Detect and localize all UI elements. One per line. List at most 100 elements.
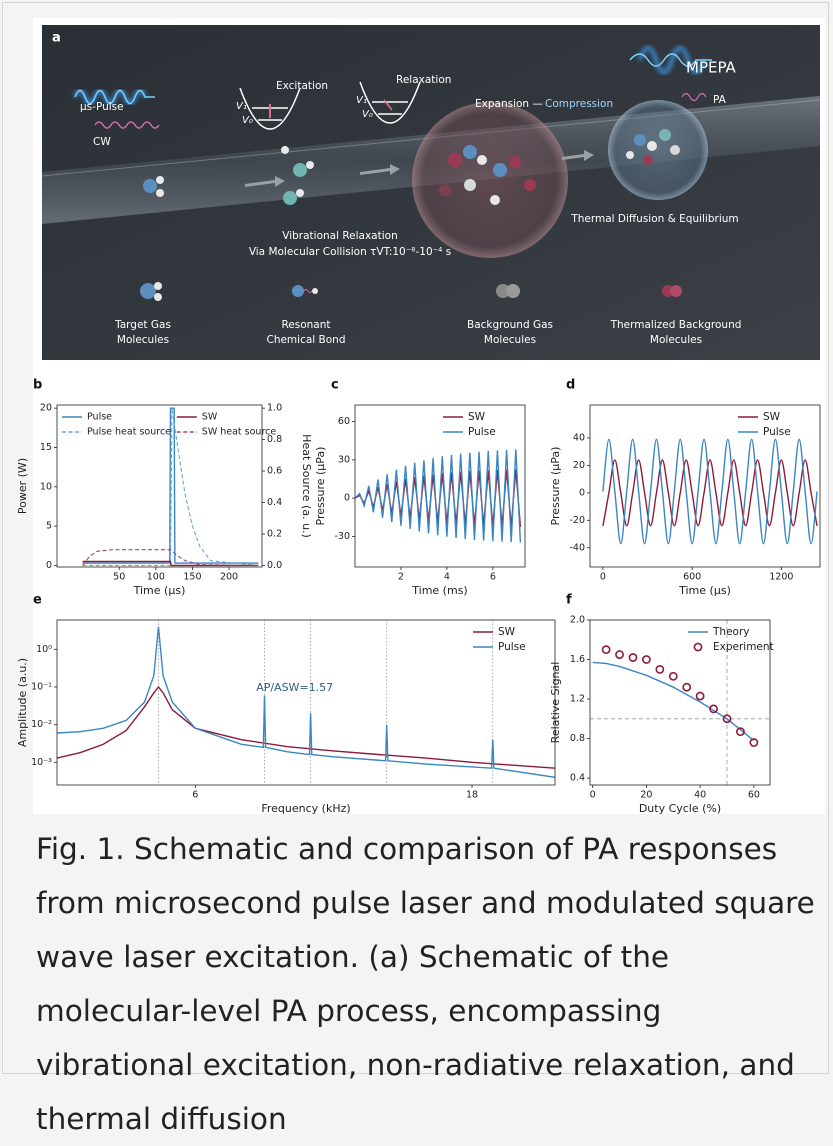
panel-label: d <box>566 378 575 393</box>
x-tick-label: 600 <box>683 572 701 583</box>
x-tick-label: 60 <box>748 790 760 801</box>
y-tick-label: -20 <box>569 515 585 526</box>
y-tick-label: 0 <box>344 493 350 504</box>
relaxation-label: Vibrational Relaxation <box>282 230 398 242</box>
y2-tick-label: 1.0 <box>267 403 282 414</box>
y-tick-label: 0 <box>46 560 52 571</box>
x-tick-label: 0 <box>590 790 596 801</box>
y-tick-label: -40 <box>569 542 585 553</box>
y-tick-label: 10⁻¹ <box>31 681 52 692</box>
y-tick-label: 0.4 <box>570 773 585 784</box>
legend-label: SW <box>498 626 516 638</box>
x-tick-label: 4 <box>444 572 450 583</box>
well-level: V₁ <box>356 95 367 106</box>
pa-label: PA <box>713 94 727 106</box>
x-tick-label: 6 <box>192 790 198 801</box>
diffusion-sphere <box>608 100 708 200</box>
y-tick-label: 5 <box>46 521 52 532</box>
legend-label: Pulse <box>87 412 112 423</box>
x-tick-label: 150 <box>183 572 201 583</box>
panel-label: f <box>566 593 572 608</box>
legend-label: SW <box>468 411 486 423</box>
legend-label: SW <box>202 412 218 423</box>
y2-tick-label: 0.6 <box>267 466 282 477</box>
y-tick-label: 1.2 <box>570 694 585 705</box>
well-label: Relaxation <box>396 74 451 86</box>
y-tick-label: 20 <box>40 403 52 414</box>
diffusion-label: Thermal Diffusion & Equilibrium <box>570 213 738 225</box>
y-tick-label: 0 <box>579 487 585 498</box>
y-axis-label: Amplitude (a.u.) <box>16 658 29 747</box>
y2-tick-label: 0.0 <box>267 560 282 571</box>
figure: a μs-Pulse CW Excitation V₁ V₀ Relaxatio… <box>0 0 833 818</box>
compression-label: Compression <box>545 98 613 110</box>
expansion-sphere <box>412 102 568 258</box>
y-tick-label: 1.6 <box>570 654 585 665</box>
y-tick-label: 40 <box>573 432 585 443</box>
x-tick-label: 20 <box>640 790 652 801</box>
legend-label: Pulse <box>763 426 791 438</box>
y-tick-label: 10 <box>40 481 52 492</box>
legend-label: SW heat source <box>202 427 277 438</box>
panel-label: e <box>33 593 42 608</box>
legend-label: Molecules <box>484 334 536 346</box>
x-axis-label: Time (μs) <box>133 584 186 597</box>
y-tick-label: 10⁻³ <box>31 757 52 768</box>
relaxation-label: Via Molecular Collision τVT:10⁻⁸-10⁻⁴ s <box>249 246 451 258</box>
well-level: V₀ <box>242 115 253 126</box>
cw-label: CW <box>93 136 111 148</box>
x-tick-label: 2 <box>398 572 404 583</box>
annotation: AP/ASW=1.57 <box>256 681 333 694</box>
legend-label: SW <box>763 411 781 423</box>
x-axis-label: Time (μs) <box>678 584 731 597</box>
y-tick-label: 10⁰ <box>36 644 52 655</box>
x-tick-label: 0 <box>600 572 606 583</box>
panel-label: a <box>52 31 61 46</box>
y-axis-label: Relative Signal <box>549 662 562 744</box>
caption: Fig. 1. Schematic and comparison of PA r… <box>36 822 826 1146</box>
y-axis-label: Pressure (μPa) <box>549 447 562 526</box>
x-tick-label: 100 <box>147 572 165 583</box>
well-label: Excitation <box>276 80 328 92</box>
y2-tick-label: 0.4 <box>267 497 282 508</box>
y2-axis-label: Heat Source (a. u.) <box>300 434 313 538</box>
legend-label: Pulse <box>468 426 496 438</box>
legend-label: Thermalized Background <box>610 319 742 331</box>
y-tick-label: 20 <box>573 460 585 471</box>
x-axis-label: Time (ms) <box>411 584 467 597</box>
y-tick-label: 10⁻² <box>31 719 52 730</box>
legend-label: Target Gas <box>114 319 171 331</box>
legend-label: Pulse heat source <box>87 427 171 438</box>
legend-label: Molecules <box>650 334 702 346</box>
legend-label: Resonant <box>281 319 330 331</box>
y-tick-label: 15 <box>40 442 52 453</box>
y-tick-label: 30 <box>338 454 350 465</box>
x-tick-label: 50 <box>113 572 125 583</box>
expansion-label: Expansion — <box>475 98 543 110</box>
y-tick-label: 0.8 <box>570 733 585 744</box>
legend-label: Experiment <box>713 641 774 653</box>
mpepa-label: MPEPA <box>686 59 737 77</box>
well-level: V₀ <box>362 109 373 120</box>
y-axis-label: Pressure (μPa) <box>314 447 327 526</box>
page: { "schematic": { "panel": "a", "pulse": … <box>0 0 833 1078</box>
legend-label: Background Gas <box>467 319 553 331</box>
y2-tick-label: 0.2 <box>267 528 282 539</box>
x-axis-label: Frequency (kHz) <box>261 802 350 815</box>
x-axis-label: Duty Cycle (%) <box>639 802 721 815</box>
panel-label: b <box>33 378 42 393</box>
pulse-label: μs-Pulse <box>80 101 124 113</box>
legend-label: Chemical Bond <box>266 334 345 346</box>
panel-a: a μs-Pulse CW Excitation V₁ V₀ Relaxatio… <box>42 25 820 360</box>
y-axis-label: Power (W) <box>16 458 29 514</box>
x-tick-label: 6 <box>490 572 496 583</box>
legend-label: Pulse <box>498 641 526 653</box>
panel-label: c <box>331 378 339 393</box>
y-tick-label: -30 <box>334 531 350 542</box>
legend-label: Molecules <box>117 334 169 346</box>
y-tick-label: 2.0 <box>570 615 585 626</box>
x-tick-label: 40 <box>694 790 706 801</box>
y-tick-label: 60 <box>338 416 350 427</box>
x-tick-label: 1200 <box>769 572 793 583</box>
x-tick-label: 200 <box>220 572 238 583</box>
